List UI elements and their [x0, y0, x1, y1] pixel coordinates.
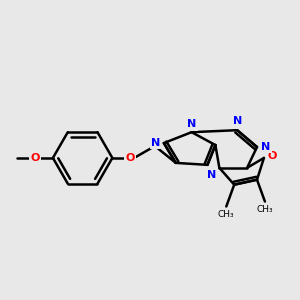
Text: N: N [187, 119, 196, 129]
Text: O: O [125, 153, 135, 163]
Text: N: N [232, 116, 242, 126]
Text: N: N [232, 117, 242, 127]
Text: CH₃: CH₃ [218, 210, 235, 219]
Text: N: N [207, 170, 216, 180]
Text: N: N [261, 142, 271, 152]
Text: N: N [260, 142, 270, 152]
Text: O: O [267, 151, 277, 161]
Text: N: N [151, 138, 160, 148]
Text: O: O [30, 153, 40, 163]
Text: CH₃: CH₃ [256, 205, 273, 214]
